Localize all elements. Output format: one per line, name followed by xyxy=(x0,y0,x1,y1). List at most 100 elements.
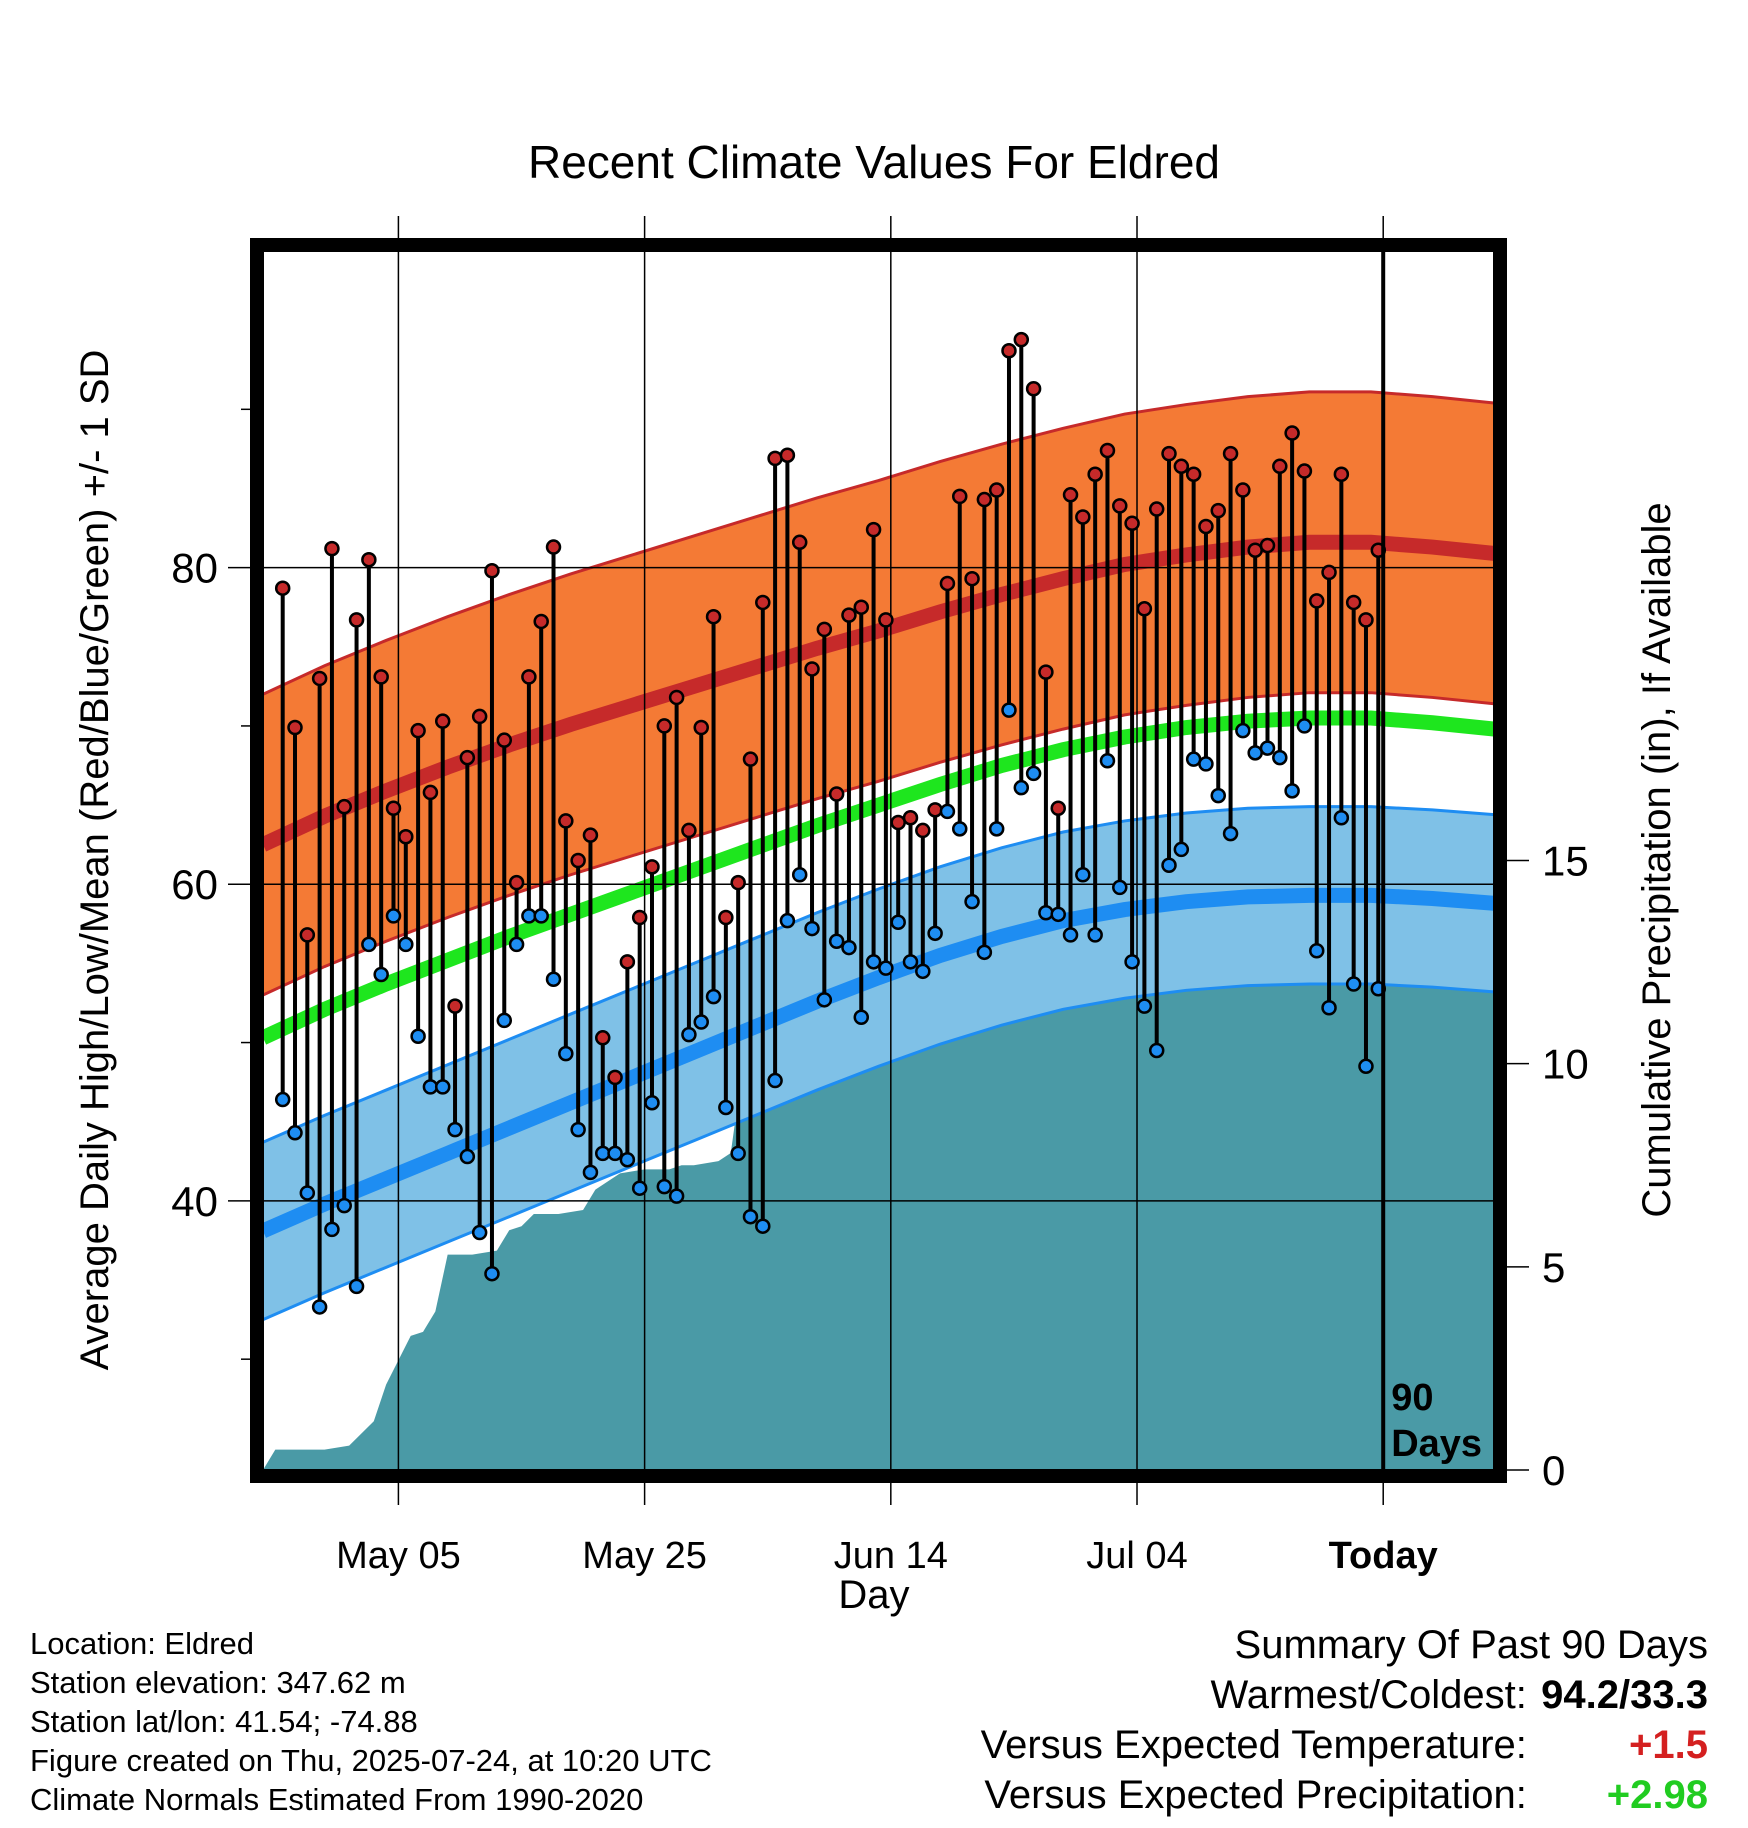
daily-low-point xyxy=(496,1012,513,1029)
latlon-text: Station lat/lon: 41.54; -74.88 xyxy=(30,1704,418,1739)
daily-high-point xyxy=(287,719,303,736)
daily-low-point xyxy=(718,1099,734,1116)
climate-chart: Recent Climate Values For Eldred 90Days … xyxy=(73,136,1679,1617)
daily-low-point xyxy=(1247,745,1263,761)
daily-low-point xyxy=(878,960,894,976)
daily-low-point xyxy=(767,1072,783,1089)
daily-high-point xyxy=(915,822,931,839)
daily-low-point xyxy=(311,1299,328,1315)
daily-high-point xyxy=(545,539,562,555)
daily-high-point xyxy=(1001,342,1017,359)
daily-high-point xyxy=(755,594,771,611)
daily-high-point xyxy=(1038,664,1054,680)
daily-high-point xyxy=(1321,564,1337,581)
daily-high-point xyxy=(964,570,980,587)
x-tick-label: May 05 xyxy=(336,1535,461,1577)
axes-layer: 40 60 80 0 5 10 15 May 05 May 25 Jun 14 Jul 04 Toda… xyxy=(171,216,1589,1577)
daily-high-point xyxy=(484,563,500,579)
daily-high-point xyxy=(1222,445,1239,462)
daily-low-point xyxy=(619,1151,636,1168)
daily-low-point xyxy=(939,803,956,820)
daily-high-point xyxy=(434,713,451,729)
daily-high-point xyxy=(631,909,648,926)
daily-high-point xyxy=(865,521,882,538)
daily-low-point xyxy=(1148,1042,1165,1059)
daily-low-point xyxy=(385,908,402,924)
daily-high-point xyxy=(410,722,426,739)
daily-high-point xyxy=(385,800,402,817)
y-tick-label: 60 xyxy=(171,861,218,908)
precip-row: Versus Expected Precipitation: +2.98 xyxy=(981,1770,1708,1820)
daily-low-point xyxy=(816,992,833,1008)
daily-high-point xyxy=(1124,515,1140,532)
daily-low-point xyxy=(1112,879,1128,896)
daily-low-point xyxy=(1124,954,1140,970)
y2-tick-label: 0 xyxy=(1542,1447,1565,1494)
daily-high-point xyxy=(311,670,328,687)
daily-high-point xyxy=(361,551,377,568)
daily-high-point xyxy=(1087,466,1103,482)
daily-high-point xyxy=(1173,458,1190,475)
daily-low-point xyxy=(1001,702,1017,718)
precip-label: Versus Expected Precipitation: xyxy=(984,1773,1527,1817)
daily-low-point xyxy=(1038,904,1054,921)
daily-high-point xyxy=(336,798,352,815)
daily-low-point xyxy=(1062,927,1079,943)
daily-low-point xyxy=(287,1125,303,1141)
daily-high-point xyxy=(1284,425,1300,441)
daily-low-point xyxy=(828,933,845,949)
daily-low-point xyxy=(1308,942,1325,959)
daily-low-point xyxy=(582,1164,599,1181)
daily-low-point xyxy=(693,1014,709,1030)
daily-low-point xyxy=(1173,841,1190,858)
daily-low-point xyxy=(779,912,796,929)
daily-high-point xyxy=(951,488,968,505)
chart-title: Recent Climate Values For Eldred xyxy=(528,136,1220,188)
y2-tick-label: 10 xyxy=(1542,1041,1589,1088)
daily-high-point xyxy=(1358,612,1374,628)
daily-low-point xyxy=(1099,753,1116,769)
daily-high-point xyxy=(693,719,709,736)
daily-low-point xyxy=(607,1145,623,1162)
daily-low-point xyxy=(1345,976,1362,992)
daily-low-point xyxy=(484,1265,500,1282)
observed-temperatures-layer xyxy=(274,331,1387,1315)
daily-low-point xyxy=(804,920,820,937)
daily-high-point xyxy=(1235,482,1251,498)
daily-high-point xyxy=(1247,542,1263,558)
daily-high-point xyxy=(841,607,857,623)
daily-high-point xyxy=(1062,487,1079,503)
elevation-text: Station elevation: 347.62 m xyxy=(30,1665,406,1700)
y2-tick-label: 5 xyxy=(1542,1244,1565,1291)
daily-high-point xyxy=(299,927,316,943)
daily-low-point xyxy=(1185,751,1202,767)
daily-low-point xyxy=(1013,779,1030,796)
daily-low-point xyxy=(681,1026,697,1043)
daily-low-point xyxy=(1272,749,1288,766)
daily-low-point xyxy=(410,1028,426,1044)
daily-high-point xyxy=(398,829,414,845)
summary-panel: Summary Of Past 90 Days Warmest/Coldest:… xyxy=(981,1620,1708,1820)
daily-high-point xyxy=(804,661,820,677)
daily-low-point xyxy=(1296,718,1313,734)
daily-high-point xyxy=(496,732,513,748)
daily-low-point xyxy=(730,1145,746,1162)
daily-high-point xyxy=(1050,800,1066,817)
high-sd-band-upper-edge xyxy=(263,390,1494,696)
daily-low-point xyxy=(1050,906,1066,923)
daily-high-point xyxy=(1210,502,1227,519)
daily-low-point xyxy=(398,936,414,953)
daily-high-point xyxy=(1013,331,1030,348)
daily-high-point xyxy=(767,450,783,467)
daily-high-point xyxy=(878,612,894,628)
daily-low-point xyxy=(1210,787,1227,804)
daily-high-point xyxy=(681,822,697,839)
y2-tick-label: 15 xyxy=(1542,838,1589,885)
daily-high-point xyxy=(927,802,943,818)
x-axis-label: Day xyxy=(838,1573,909,1617)
daily-low-point xyxy=(742,1208,759,1225)
daily-high-point xyxy=(558,813,574,829)
daily-low-point xyxy=(927,925,943,942)
precipitation-area xyxy=(263,852,1494,1470)
daily-high-point xyxy=(607,1069,623,1086)
